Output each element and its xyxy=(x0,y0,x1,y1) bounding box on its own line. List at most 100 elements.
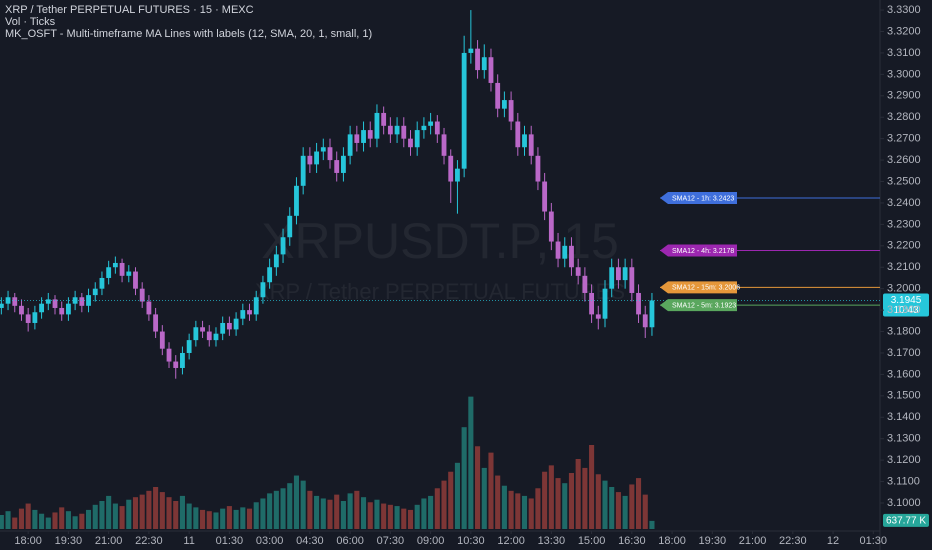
x-tick-label: 21:00 xyxy=(95,535,123,547)
candle-body xyxy=(481,57,487,71)
y-tick-label: 3.1900 xyxy=(887,304,921,316)
candle-body xyxy=(99,277,105,289)
y-tick-label: 3.1000 xyxy=(887,497,921,509)
candle-body xyxy=(166,348,172,362)
y-tick-label: 3.2700 xyxy=(887,133,921,145)
candle-body xyxy=(455,168,460,182)
volume-bar xyxy=(535,488,541,529)
candle-body xyxy=(622,267,628,281)
volume-bar xyxy=(387,504,393,529)
candle-body xyxy=(414,130,420,148)
watermark-sub: XRP / Tether PERPETUAL FUTURES xyxy=(255,279,625,304)
volume-bar xyxy=(589,445,595,529)
candle-body xyxy=(260,282,266,298)
candle-body xyxy=(347,134,353,156)
y-tick-label: 3.1300 xyxy=(887,433,921,445)
candle-body xyxy=(589,292,594,315)
volume-bar xyxy=(461,427,467,529)
volume-bar xyxy=(246,508,253,529)
candle-body xyxy=(562,245,568,259)
overlay-layer: SMA12 - 1h: 3.2423 SMA12 - 4h: 3.2178 SMA1… xyxy=(0,192,929,527)
x-tick-label: 09:00 xyxy=(417,535,445,547)
volume-bar xyxy=(488,452,494,529)
candle-body xyxy=(220,322,226,334)
candle-body xyxy=(0,303,4,308)
candle-body xyxy=(45,299,51,304)
volume-bar xyxy=(45,517,51,529)
volume-bar xyxy=(414,504,420,529)
candle-body xyxy=(421,125,427,131)
volume-bar xyxy=(206,511,212,529)
candle-body xyxy=(488,57,494,83)
volume-bar xyxy=(32,509,38,529)
volume-bar xyxy=(153,487,159,529)
candle-body xyxy=(320,147,326,152)
candle-body xyxy=(139,288,145,302)
y-tick-label: 3.2200 xyxy=(887,240,921,252)
volume-bar xyxy=(267,493,273,529)
x-tick-label: 16:30 xyxy=(618,535,646,547)
candle-layer xyxy=(0,10,655,379)
x-tick-label: 21:00 xyxy=(739,535,767,547)
y-tick-label: 3.1600 xyxy=(887,368,921,380)
candle-body xyxy=(92,288,98,296)
candle-body xyxy=(575,267,581,276)
x-tick-label: 04:30 xyxy=(296,535,324,547)
candle-body xyxy=(495,82,501,109)
volume-bar xyxy=(119,506,125,529)
x-tick-label: 18:00 xyxy=(14,535,42,547)
candle-body xyxy=(200,327,205,332)
candle-body xyxy=(133,271,138,289)
candle-body xyxy=(146,301,152,315)
candle-body xyxy=(394,125,400,135)
candle-body xyxy=(528,134,534,156)
candle-body xyxy=(642,314,648,328)
volume-bar xyxy=(609,487,615,529)
y-tick-label: 3.1400 xyxy=(887,411,921,423)
volume-bar xyxy=(475,446,481,529)
y-tick-label: 3.2300 xyxy=(887,218,921,230)
candle-body xyxy=(300,155,306,186)
candle-body xyxy=(522,134,527,148)
volume-bar xyxy=(99,501,105,529)
volume-bar xyxy=(629,484,635,529)
y-tick-label: 3.3200 xyxy=(887,25,921,37)
candle-body xyxy=(636,292,641,315)
candle-body xyxy=(173,361,179,368)
candle-body xyxy=(159,331,165,349)
candle-body xyxy=(280,237,286,255)
volume-bar xyxy=(200,509,206,529)
candle-body xyxy=(475,48,480,71)
x-tick-label: 12:00 xyxy=(497,535,525,547)
candle-body xyxy=(582,275,588,293)
volume-bar xyxy=(18,508,25,529)
candle-body xyxy=(361,130,366,143)
volume-bar xyxy=(287,483,293,529)
volume-bar xyxy=(401,508,407,529)
indicator-legend: MK_OSFT - Multi-timeframe MA Lines with … xyxy=(5,28,372,40)
candle-body xyxy=(501,100,507,109)
volume-bar xyxy=(394,506,400,529)
volume-bar xyxy=(132,497,139,529)
x-tick-label: 01:30 xyxy=(216,535,244,547)
candle-body xyxy=(468,48,474,53)
volume-bar xyxy=(555,478,561,529)
y-tick-label: 3.1500 xyxy=(887,390,921,402)
volume-bar xyxy=(441,480,447,529)
volume-bar xyxy=(381,503,387,529)
y-tick-label: 3.1200 xyxy=(887,454,921,466)
volume-bar xyxy=(5,511,11,529)
last-volume-label: 637.77 K xyxy=(886,516,926,527)
volume-bar xyxy=(508,490,514,529)
volume-bar xyxy=(12,517,18,529)
volume-bar xyxy=(314,495,320,529)
y-tick-label: 3.2500 xyxy=(887,175,921,187)
y-tick-label: 3.2100 xyxy=(887,261,921,273)
candle-body xyxy=(542,181,548,212)
x-tick-label: 10:30 xyxy=(457,535,485,547)
ma-label: SMA12 - 15m: 3.2006 xyxy=(672,285,740,292)
candle-body xyxy=(387,125,393,135)
volume-bar xyxy=(240,507,246,529)
ma-label-box xyxy=(660,281,737,294)
candle-body xyxy=(374,112,380,139)
